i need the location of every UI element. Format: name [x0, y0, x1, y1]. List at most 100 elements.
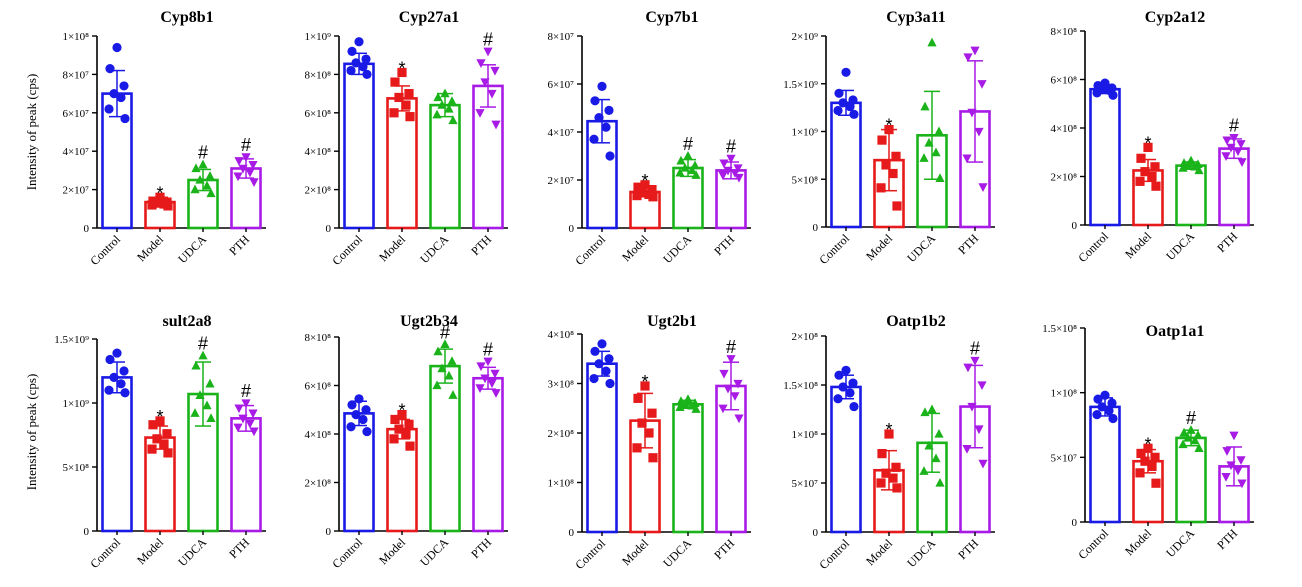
category-label-udca: UDCA	[660, 232, 694, 266]
data-point	[648, 453, 658, 463]
data-point	[687, 165, 697, 175]
significance-hash: #	[1229, 116, 1239, 136]
y-tick-label: 6×10⁸	[1050, 75, 1077, 87]
data-point	[433, 92, 443, 102]
data-point	[974, 127, 984, 137]
data-point	[935, 477, 945, 487]
category-label-pth: PTH	[468, 232, 494, 258]
data-point	[718, 404, 728, 414]
data-point	[680, 399, 690, 408]
data-point	[841, 67, 851, 77]
category-label-model: Model	[376, 232, 409, 265]
significance-star: *	[156, 183, 163, 203]
data-point	[838, 98, 848, 108]
chart-title: Cyp8b1	[160, 9, 213, 26]
data-point	[480, 374, 490, 384]
data-point	[962, 154, 972, 164]
data-point	[920, 407, 930, 417]
data-point	[849, 109, 859, 119]
data-point	[1222, 447, 1232, 456]
category-label-pth: PTH	[1214, 526, 1240, 552]
data-point	[691, 404, 701, 413]
y-tick-label: 2×10⁸	[1050, 172, 1077, 184]
data-point	[476, 59, 486, 68]
data-point	[1237, 479, 1247, 489]
category-label-pth: PTH	[711, 536, 737, 562]
category-label-control: Control	[87, 232, 123, 268]
y-tick-label: 2×10⁸	[304, 185, 331, 197]
data-point	[1135, 176, 1145, 186]
chart-title: Cyp2a12	[1145, 9, 1205, 26]
category-label-udca: UDCA	[660, 536, 694, 570]
category-label-control: Control	[816, 231, 852, 267]
y-tick-label: 0	[813, 527, 819, 539]
y-tick-label: 0	[1072, 517, 1078, 529]
data-point	[205, 171, 215, 180]
y-axis-label-row-2: Intensity of peak (cps)	[24, 374, 39, 491]
data-point	[881, 468, 891, 478]
chart-panel-cyp2a12: Cyp2a12 0 2×10⁸ 4×10⁸ 6×10⁸ 8×10⁸ Control * Mode…	[1050, 9, 1254, 265]
data-point	[962, 445, 972, 454]
data-point	[970, 46, 980, 56]
data-point	[632, 443, 642, 453]
data-point	[362, 69, 372, 79]
data-point	[1190, 435, 1200, 445]
y-tick-label: 5×10⁸	[62, 462, 89, 474]
data-point	[1140, 167, 1150, 177]
data-point	[249, 427, 259, 437]
data-point	[1136, 153, 1146, 163]
data-point	[1186, 425, 1196, 434]
data-point	[401, 100, 411, 110]
data-point	[147, 444, 157, 454]
data-point	[346, 422, 356, 432]
category-label-pth: PTH	[1214, 229, 1240, 255]
data-point	[1147, 461, 1157, 471]
data-point	[734, 414, 744, 424]
y-tick-label: 0	[813, 222, 819, 234]
y-tick-label: 1×10⁹	[304, 31, 331, 43]
data-point	[202, 400, 212, 410]
data-point	[967, 108, 977, 118]
data-point	[1236, 140, 1246, 149]
data-point	[594, 113, 604, 123]
data-point	[633, 393, 643, 403]
data-point	[475, 384, 485, 393]
data-point	[354, 37, 364, 47]
chart-panel-cyp7b1: Cyp7b1 0 2×10⁷ 4×10⁷ 6×10⁷ 8×10⁷ Control * Model…	[547, 9, 751, 268]
data-point	[397, 410, 407, 420]
data-point	[723, 166, 733, 176]
y-tick-label: 1×10⁹	[62, 398, 89, 410]
data-point	[432, 380, 442, 390]
y-tick-label: 1×10⁸	[62, 31, 89, 43]
data-point	[589, 373, 599, 384]
data-point	[205, 378, 215, 388]
data-point	[198, 159, 208, 169]
data-point	[155, 192, 165, 202]
chart-panel-sult2a8: sult2a8 0 5×10⁸ 1×10⁹ 1.5×10⁹ Control * Model # U…	[54, 313, 266, 571]
data-point	[1190, 161, 1200, 171]
data-point	[245, 168, 255, 178]
significance-hash: #	[440, 322, 450, 342]
data-point	[647, 185, 657, 195]
data-point	[347, 46, 357, 56]
data-point	[1237, 158, 1247, 168]
category-label-udca: UDCA	[1163, 229, 1197, 263]
data-point	[241, 153, 251, 163]
data-point	[112, 42, 122, 53]
data-point	[191, 163, 201, 173]
data-point	[935, 173, 945, 182]
data-point	[238, 164, 248, 174]
y-tick-label: 5×10⁸	[791, 174, 818, 186]
bar-control	[586, 362, 618, 534]
data-point	[248, 409, 258, 419]
data-point	[640, 180, 650, 190]
data-point	[683, 150, 693, 160]
data-point	[589, 134, 599, 144]
data-point	[155, 416, 165, 426]
data-point	[1150, 162, 1160, 172]
data-point	[1100, 390, 1110, 400]
data-point	[440, 339, 450, 348]
data-point	[120, 113, 130, 124]
data-point	[1229, 431, 1239, 441]
